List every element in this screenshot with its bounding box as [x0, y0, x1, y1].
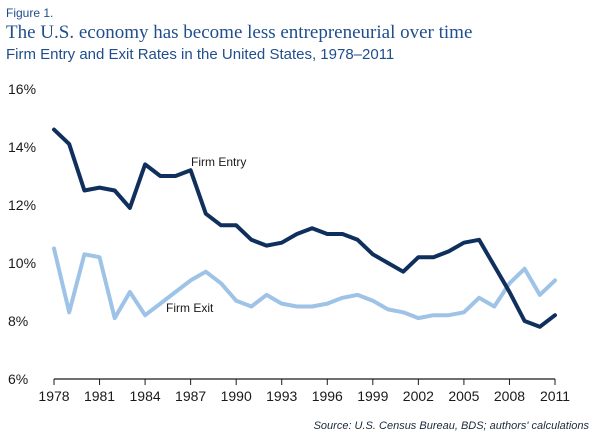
y-tick-label: 6% [8, 371, 28, 387]
x-tick-label: 1981 [84, 388, 115, 404]
x-tick-label: 1987 [175, 388, 206, 404]
x-tick-label: 1984 [130, 388, 161, 404]
series-label-entry: Firm Entry [191, 155, 246, 169]
series-label-exit: Firm Exit [166, 301, 214, 315]
x-tick-label: 1996 [312, 388, 343, 404]
x-tick-label: 2008 [494, 388, 525, 404]
x-tick-label: 1990 [221, 388, 252, 404]
x-tick-label: 2005 [448, 388, 479, 404]
y-tick-label: 10% [8, 255, 36, 271]
y-tick-label: 14% [8, 139, 36, 155]
y-tick-label: 16% [8, 81, 36, 97]
chart-subtitle: Firm Entry and Exit Rates in the United … [6, 46, 395, 63]
x-tick-label: 1993 [266, 388, 297, 404]
series-line-entry [52, 127, 557, 329]
x-tick-label: 1978 [38, 388, 69, 404]
y-tick-label: 12% [8, 197, 36, 213]
series-lines [52, 127, 557, 329]
x-tick-label: 2011 [540, 388, 570, 404]
source-note: Source: U.S. Census Bureau, BDS; authors… [313, 420, 589, 432]
y-axis: 6% 8% 10% 12% 14% 16% [8, 81, 36, 387]
y-tick-label: 8% [8, 313, 28, 329]
series-line-exit [52, 246, 557, 321]
x-tick-label: 1999 [357, 388, 388, 404]
figure-label: Figure 1. [6, 6, 54, 20]
x-axis: 1978 1981 1984 1987 1990 1993 1996 1999 2002 2005… [38, 378, 570, 404]
chart-title: The U.S. economy has become less entrepr… [6, 22, 473, 43]
x-tick-label: 2002 [403, 388, 434, 404]
